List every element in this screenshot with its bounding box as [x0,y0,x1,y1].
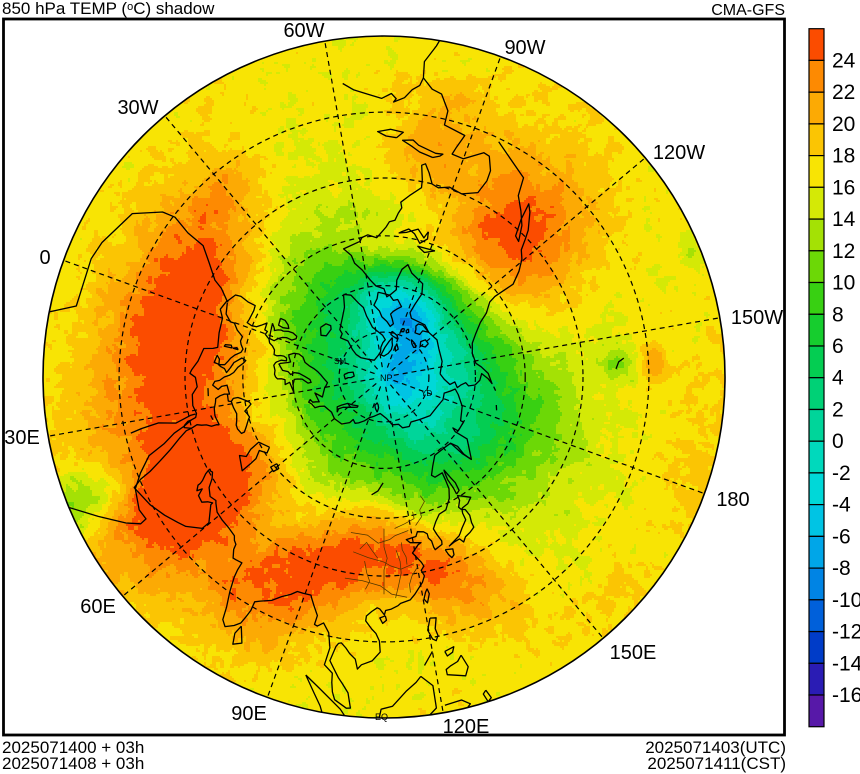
svg-text:180: 180 [716,489,749,511]
svg-text:22: 22 [832,81,855,104]
svg-text:-16: -16 [832,684,860,707]
svg-text:-14: -14 [832,652,860,675]
svg-text:4: 4 [832,367,844,390]
svg-text:2025071403(UTC): 2025071403(UTC) [645,738,786,757]
svg-text:18: 18 [832,145,855,168]
svg-text:-12: -12 [832,621,860,644]
svg-text:60E: 60E [80,596,116,618]
svg-text:30E: 30E [4,427,40,449]
svg-text:12: 12 [832,240,855,263]
svg-text:2025071408 + 03h: 2025071408 + 03h [2,754,144,773]
svg-text:10: 10 [832,272,855,295]
svg-text:2025071411(CST): 2025071411(CST) [647,754,786,773]
svg-text:0: 0 [39,247,50,269]
svg-text:850 hPa TEMP (oC) shadow: 850 hPa TEMP (oC) shadow [2,0,215,18]
svg-text:6: 6 [832,335,844,358]
svg-text:120W: 120W [653,142,705,164]
svg-text:24: 24 [832,49,856,72]
svg-text:EQ: EQ [375,712,388,722]
svg-text:2025071400 + 03h: 2025071400 + 03h [2,738,144,757]
svg-text:SM: SM [334,357,346,366]
svg-text:150W: 150W [731,307,783,329]
svg-text:60W: 60W [283,20,324,42]
svg-text:0: 0 [832,430,844,453]
svg-text:-10: -10 [832,589,860,612]
svg-text:16: 16 [832,176,855,199]
svg-text:-4: -4 [832,494,851,517]
svg-text:YD: YD [421,389,432,398]
svg-text:-6: -6 [832,525,851,548]
svg-text:NP: NP [380,373,393,383]
svg-text:2: 2 [832,399,844,422]
svg-text:14: 14 [832,208,856,231]
svg-text:-8: -8 [832,557,851,580]
svg-text:90W: 90W [504,37,545,59]
svg-text:8: 8 [832,303,844,326]
svg-text:30W: 30W [117,97,158,119]
svg-text:CMA-GFS: CMA-GFS [711,2,785,19]
svg-text:-2: -2 [832,462,851,485]
svg-text:150E: 150E [610,642,657,664]
svg-text:20: 20 [832,113,855,136]
svg-text:120E: 120E [443,716,490,738]
svg-text:90E: 90E [231,703,267,725]
